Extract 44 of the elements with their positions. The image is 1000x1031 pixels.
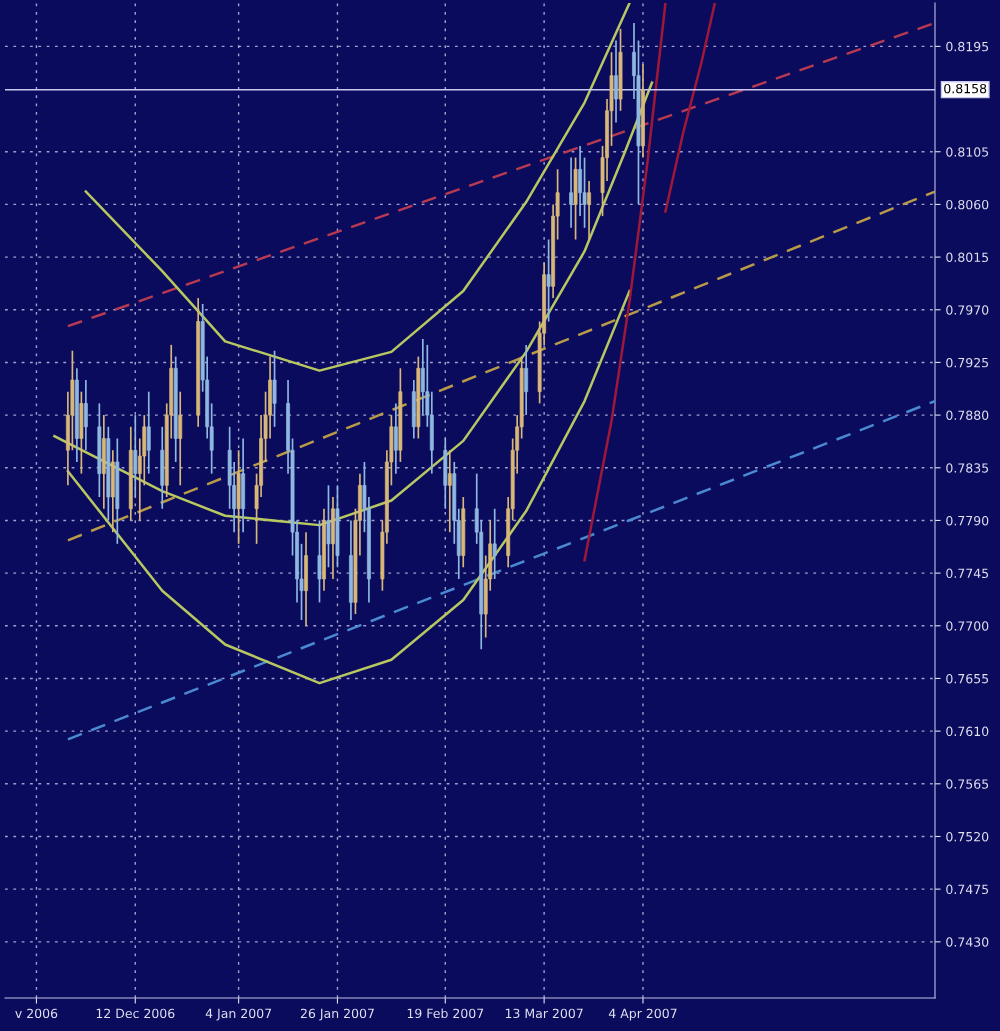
candlestick bbox=[614, 39, 618, 124]
x-tick-label: 12 Dec 2006 bbox=[96, 1008, 175, 1019]
candlestick bbox=[447, 449, 452, 533]
ref-line-label: 0.8158 bbox=[944, 83, 987, 94]
y-tick-label: 0.8105 bbox=[946, 147, 989, 157]
y-tick-label: 0.7610 bbox=[946, 726, 989, 737]
candlestick bbox=[146, 390, 151, 475]
x-tick-label: 13 Mar 2007 bbox=[505, 1008, 583, 1019]
y-tick-label: 0.7475 bbox=[946, 884, 989, 895]
candlestick bbox=[587, 180, 591, 241]
y-tick-label: 0.8015 bbox=[946, 252, 989, 263]
x-tick-label: v 2006 bbox=[15, 1008, 58, 1019]
y-tick-label: 0.7430 bbox=[946, 937, 989, 947]
line-series bbox=[66, 289, 631, 685]
line-series bbox=[664, 3, 717, 213]
candlestick bbox=[178, 390, 183, 487]
candlestick bbox=[272, 349, 277, 428]
y-tick-label: 0.7970 bbox=[946, 305, 989, 315]
candlestick bbox=[524, 344, 529, 416]
x-tick-label: 26 Jan 2007 bbox=[300, 1008, 374, 1021]
candlestick bbox=[393, 402, 398, 475]
candlestick bbox=[546, 238, 551, 323]
y-tick-label: 0.8195 bbox=[946, 41, 989, 52]
candlestick bbox=[83, 379, 88, 452]
y-tick-label: 0.7880 bbox=[946, 410, 989, 421]
y-tick-label: 0.7565 bbox=[946, 779, 989, 789]
candlestick bbox=[492, 507, 497, 580]
line-series bbox=[583, 3, 667, 562]
y-tick-label: 0.7655 bbox=[946, 673, 989, 684]
y-tick-label: 0.7835 bbox=[946, 463, 989, 473]
x-tick-label: 4 Apr 2007 bbox=[608, 1008, 677, 1021]
candlestick bbox=[133, 414, 138, 498]
x-tick-label: 19 Feb 2007 bbox=[407, 1008, 484, 1019]
candlestick bbox=[317, 519, 322, 604]
y-tick-label: 0.7700 bbox=[946, 621, 989, 631]
y-tick-label: 0.7790 bbox=[946, 515, 989, 526]
candlestick bbox=[569, 156, 574, 229]
candlestick bbox=[326, 484, 331, 569]
y-tick-label: 0.7925 bbox=[946, 357, 989, 368]
x-tick-label: 4 Jan 2007 bbox=[205, 1008, 272, 1021]
y-tick-label: 0.8060 bbox=[946, 199, 989, 210]
line-series bbox=[84, 3, 631, 372]
y-tick-label: 0.7745 bbox=[946, 568, 989, 579]
y-tick-label: 0.7520 bbox=[946, 831, 989, 842]
